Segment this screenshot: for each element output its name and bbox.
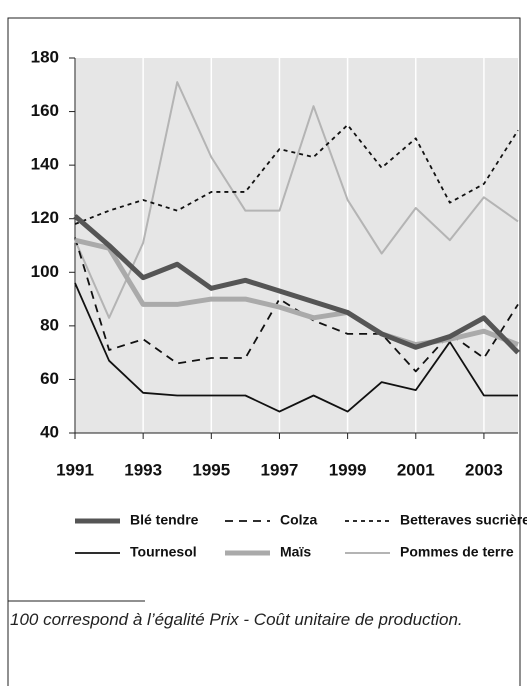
- y-tick-label: 180: [31, 47, 59, 66]
- series-line: [74, 282, 518, 413]
- plot-area: [75, 58, 518, 433]
- y-tick-label: 120: [31, 208, 59, 227]
- y-tick-label: 40: [40, 422, 59, 441]
- y-tick-label: 160: [31, 101, 59, 120]
- x-tick-label: 1999: [329, 460, 367, 479]
- x-tick-label: 1995: [192, 460, 230, 479]
- y-tick-label: 100: [31, 262, 59, 281]
- x-tick-label: 1993: [124, 460, 162, 479]
- frame: [7, 17, 521, 686]
- x-tick-label: 2003: [465, 460, 503, 479]
- legend-label: Colza: [280, 512, 318, 528]
- legend-label: Pommes de terre: [400, 544, 514, 560]
- y-tick-label: 60: [40, 369, 59, 388]
- y-tick-label: 80: [40, 315, 59, 334]
- legend-label: Maïs: [280, 544, 311, 560]
- x-tick-label: 2001: [397, 460, 435, 479]
- legend-label: Betteraves sucrières: [400, 512, 527, 528]
- x-tick-label: 1991: [56, 460, 94, 479]
- y-tick-label: 140: [31, 155, 59, 174]
- series-line: [74, 81, 519, 319]
- x-tick-label: 1997: [261, 460, 299, 479]
- legend-label: Tournesol: [130, 544, 197, 560]
- footnote: 100 correspond à l’égalité Prix - Coût u…: [10, 610, 463, 629]
- legend-label: Blé tendre: [130, 512, 199, 528]
- series-line: [73, 214, 520, 355]
